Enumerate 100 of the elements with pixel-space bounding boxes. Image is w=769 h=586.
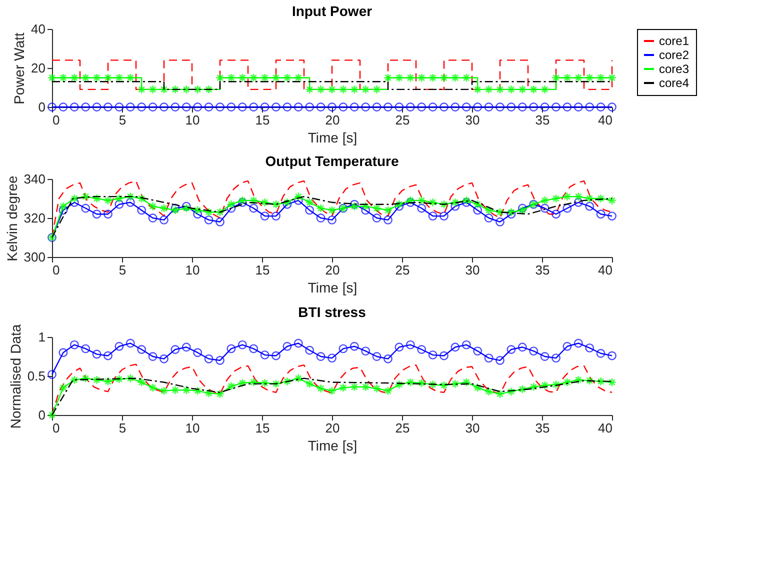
point xyxy=(92,350,102,359)
point xyxy=(328,102,336,112)
point xyxy=(608,212,616,221)
point xyxy=(506,84,516,94)
point xyxy=(428,73,438,82)
point xyxy=(406,340,415,350)
point xyxy=(170,345,180,354)
x-tick-label: 25 xyxy=(395,420,410,436)
point xyxy=(440,200,448,209)
chart-title: BTI stress xyxy=(298,304,366,320)
x-axis-title: Time [s] xyxy=(308,280,358,296)
point xyxy=(540,352,550,361)
point xyxy=(540,84,550,94)
point xyxy=(608,196,616,205)
point xyxy=(294,192,303,202)
y-tick-label: 300 xyxy=(24,250,46,264)
point xyxy=(462,73,471,82)
point xyxy=(462,102,471,112)
point xyxy=(226,102,236,112)
point xyxy=(506,102,516,112)
point xyxy=(316,384,326,393)
point xyxy=(137,84,146,94)
point xyxy=(596,194,606,203)
point xyxy=(328,215,336,224)
point xyxy=(226,200,236,209)
point xyxy=(529,84,538,94)
point xyxy=(562,192,572,202)
point xyxy=(585,376,594,386)
point xyxy=(496,389,504,398)
point xyxy=(372,214,382,222)
point xyxy=(440,351,448,360)
x-tick-label: 30 xyxy=(465,112,480,128)
x-tick-label: 20 xyxy=(325,420,340,436)
point xyxy=(126,102,135,112)
point xyxy=(204,388,214,398)
y-tick-label: 40 xyxy=(31,22,46,36)
point xyxy=(428,350,438,360)
point xyxy=(440,102,448,112)
point xyxy=(193,386,202,396)
chart-title: Output Temperature xyxy=(265,153,399,169)
point xyxy=(70,194,79,203)
point xyxy=(272,73,280,82)
point xyxy=(216,217,224,226)
point xyxy=(249,102,258,112)
point xyxy=(58,348,68,358)
point xyxy=(104,351,112,360)
point xyxy=(473,84,482,94)
point xyxy=(473,200,482,209)
x-tick-label: 0 xyxy=(52,112,60,128)
point xyxy=(350,102,359,112)
point xyxy=(585,194,594,203)
point xyxy=(137,194,146,203)
x-tick-label: 40 xyxy=(598,262,612,278)
y-axis-title: Normalised Data xyxy=(7,324,24,429)
point xyxy=(473,206,482,215)
point xyxy=(484,214,494,222)
point xyxy=(204,354,214,364)
point xyxy=(417,345,426,354)
point xyxy=(104,73,112,82)
point xyxy=(114,200,124,209)
point xyxy=(282,102,292,112)
point xyxy=(394,342,404,352)
point xyxy=(585,343,594,352)
point xyxy=(104,102,112,112)
point xyxy=(260,350,270,360)
point xyxy=(272,200,280,209)
point xyxy=(182,342,191,352)
point xyxy=(216,73,224,82)
point xyxy=(562,204,572,213)
point xyxy=(148,352,158,361)
legend-label: core2 xyxy=(659,48,690,62)
point xyxy=(596,348,606,358)
x-tick-label: 5 xyxy=(118,112,126,128)
point xyxy=(226,344,236,354)
point xyxy=(193,348,202,358)
point xyxy=(484,354,494,363)
point xyxy=(384,215,392,224)
point xyxy=(148,102,158,112)
chart-title: Input Power xyxy=(292,3,373,19)
point xyxy=(506,387,516,396)
point xyxy=(506,345,516,354)
point xyxy=(462,340,471,350)
x-tick-label: 25 xyxy=(395,262,410,278)
point xyxy=(384,73,392,82)
point xyxy=(529,346,538,356)
point xyxy=(540,102,550,112)
point xyxy=(552,102,560,112)
point xyxy=(450,102,460,112)
point xyxy=(552,210,560,219)
point xyxy=(338,84,348,94)
point xyxy=(81,102,90,112)
point xyxy=(384,386,392,396)
point xyxy=(81,192,90,202)
point xyxy=(552,380,560,390)
point xyxy=(394,73,404,82)
point xyxy=(182,386,191,395)
point xyxy=(305,84,314,94)
point xyxy=(70,375,79,384)
legend-label: core4 xyxy=(659,76,690,90)
y-tick-label: 0 xyxy=(38,408,46,422)
